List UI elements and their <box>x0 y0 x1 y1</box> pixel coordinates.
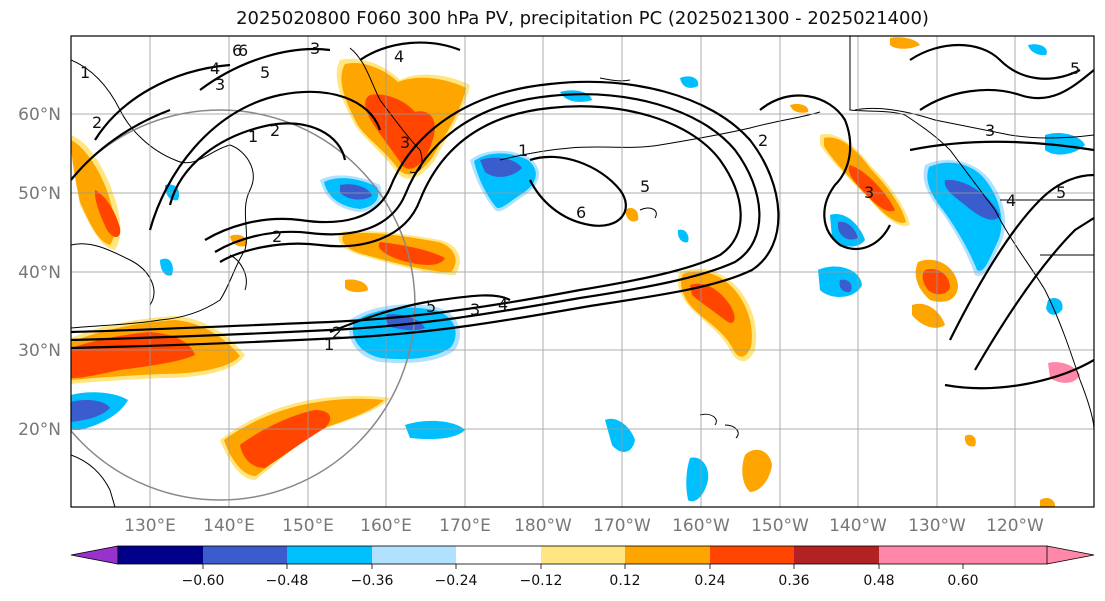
contour-label: 2 <box>758 131 768 150</box>
lat-label: 40°N <box>18 263 61 283</box>
colorbar-left-arrow <box>70 545 119 565</box>
pv-contours <box>71 41 1094 390</box>
lon-label: 160°W <box>672 516 730 536</box>
contour-label: 6 <box>576 203 586 222</box>
lon-label: 140°E <box>203 516 255 536</box>
map-title: 2025020800 F060 300 hPa PV, precipitatio… <box>236 8 929 29</box>
colorbar-tick-label: 0.36 <box>778 573 809 589</box>
lon-label: 150°W <box>751 516 809 536</box>
contour-label: 2 <box>272 227 282 246</box>
contour-label: 6 <box>232 41 242 60</box>
colorbar-segment <box>541 546 625 564</box>
contour-label: 5 <box>1070 59 1080 78</box>
colorbar-tick-label: −0.24 <box>435 573 478 589</box>
lon-label: 130°W <box>908 516 966 536</box>
colorbar-segment <box>625 546 710 564</box>
map-panel: 1 2 3 4 5 6 3 2 1 6 5 4 3 2 1 6 5 4 2 1 … <box>71 36 1094 507</box>
colorbar-tick-label: 0.12 <box>609 573 640 589</box>
colorbar-tick-label: 0.24 <box>694 573 725 589</box>
contour-label: 5 <box>1056 183 1066 202</box>
lon-label: 170°E <box>439 516 491 536</box>
contour-label: 3 <box>310 39 320 58</box>
contour-label: 2 <box>92 113 102 132</box>
contour-label: 5 <box>640 177 650 196</box>
longitude-labels: 130°E 140°E 150°E 160°E 170°E 180°W 170°… <box>124 516 1044 536</box>
contour-label: 3 <box>864 183 874 202</box>
lon-label: 140°W <box>829 516 887 536</box>
lon-label: 160°E <box>360 516 412 536</box>
contour-label: 5 <box>260 63 270 82</box>
contour-label: 1 <box>518 141 528 160</box>
colorbar-segment <box>710 546 794 564</box>
map-frame <box>70 35 1095 508</box>
contour-label: 3 <box>215 75 225 94</box>
contour-label: 1 <box>80 63 90 82</box>
colorbar-tick-label: 0.48 <box>863 573 894 589</box>
contour-label: 4 <box>394 47 404 66</box>
colorbar-segment <box>372 546 456 564</box>
contour-label: 3 <box>400 133 410 152</box>
colorbar: −0.60 −0.48 −0.36 −0.24 −0.12 0.12 0.24 … <box>70 545 1095 589</box>
coastlines <box>71 36 1094 507</box>
lat-label: 30°N <box>18 341 61 361</box>
contour-label: 2 <box>332 323 342 342</box>
colorbar-tick-label: −0.48 <box>266 573 309 589</box>
contour-label: 4 <box>498 295 508 314</box>
colorbar-tick-label: 0.60 <box>947 573 978 589</box>
colorbar-ticks <box>202 564 964 569</box>
lon-label: 130°E <box>124 516 176 536</box>
contour-label: 3 <box>470 300 480 319</box>
contour-label: 6 <box>238 41 248 60</box>
contour-label: 5 <box>426 297 436 316</box>
latitude-labels: 60°N 50°N 40°N 30°N 20°N <box>18 105 61 440</box>
colorbar-segment <box>456 546 541 564</box>
graticule <box>71 36 1094 507</box>
contour-label-group: 1 2 3 4 5 6 3 2 1 6 5 4 3 2 1 6 5 4 2 1 … <box>80 39 1080 354</box>
lat-label: 60°N <box>18 105 61 125</box>
lon-label: 150°E <box>282 516 334 536</box>
colorbar-segment <box>203 546 287 564</box>
colorbar-segment <box>118 546 203 564</box>
colorbar-segment <box>879 546 963 564</box>
lon-label: 180°W <box>514 516 572 536</box>
colorbar-segment <box>794 546 879 564</box>
lat-label: 20°N <box>18 420 61 440</box>
colorbar-tick-label: −0.60 <box>182 573 225 589</box>
contour-label: 4 <box>210 59 220 78</box>
contour-label: 1 <box>248 127 258 146</box>
lon-label: 170°W <box>593 516 651 536</box>
lon-label: 120°W <box>986 516 1044 536</box>
contour-label: 2 <box>270 121 280 140</box>
lat-label: 50°N <box>18 184 61 204</box>
contour-label: 4 <box>1006 191 1016 210</box>
colorbar-segment <box>287 546 372 564</box>
contour-label: 1 <box>324 335 334 354</box>
colorbar-tick-label: −0.12 <box>520 573 563 589</box>
colorbar-tick-label: −0.36 <box>351 573 394 589</box>
contour-label: 3 <box>985 121 995 140</box>
